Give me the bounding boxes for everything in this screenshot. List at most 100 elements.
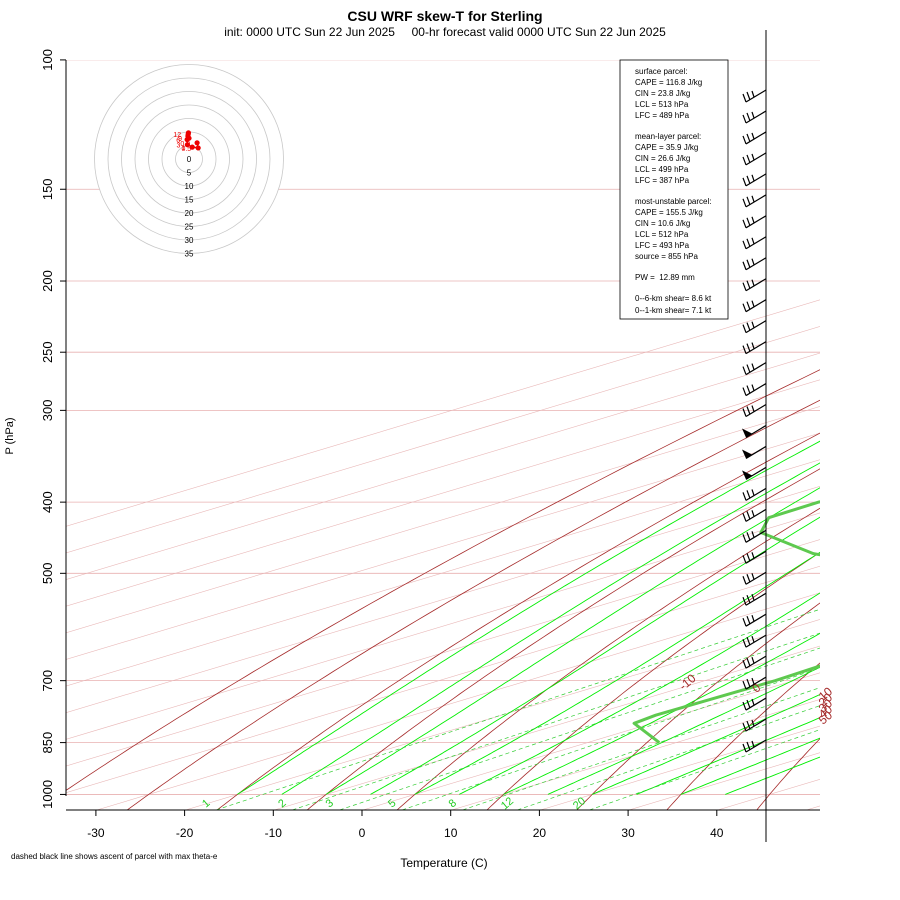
dry-adiabat-line bbox=[576, 602, 820, 810]
wind-barb bbox=[742, 299, 767, 313]
wind-barb bbox=[742, 676, 767, 690]
hodograph-point bbox=[184, 142, 190, 148]
mean-layer-heading: mean-layer parcel: bbox=[635, 132, 701, 141]
wind-barb bbox=[742, 215, 767, 229]
background-grid bbox=[66, 60, 900, 810]
moist-adiabat-line bbox=[281, 462, 820, 795]
y-tick-label: 850 bbox=[40, 732, 55, 754]
wind-barb bbox=[742, 362, 767, 376]
most-unstable-lcl: LCL = 512 hPa bbox=[635, 230, 689, 239]
moist-adiabat-line bbox=[503, 632, 820, 795]
wind-barb bbox=[742, 508, 767, 522]
wind-barb bbox=[742, 404, 767, 418]
surface-lcl: LCL = 513 hPa bbox=[635, 100, 689, 109]
x-tick-label: 0 bbox=[359, 826, 366, 840]
wind-barb bbox=[742, 257, 767, 271]
isotherm-line bbox=[362, 672, 820, 810]
dry-adiabat-line bbox=[666, 662, 820, 810]
shear-0-6km: 0--6-km shear= 8.6 kt bbox=[635, 294, 712, 303]
wind-barbs bbox=[742, 30, 767, 842]
moist-adiabat-line bbox=[414, 551, 820, 795]
mixing-ratio-label: 2 bbox=[276, 797, 288, 810]
isotherm-line bbox=[185, 619, 820, 810]
x-tick-label: -20 bbox=[176, 826, 194, 840]
isotherm-line bbox=[66, 459, 820, 687]
isotherm-line bbox=[66, 299, 820, 527]
wind-barb bbox=[742, 194, 767, 208]
y-tick-label: 1000 bbox=[40, 780, 55, 809]
surface-heading: surface parcel: bbox=[635, 67, 687, 76]
profile-lines bbox=[632, 500, 820, 744]
hodograph-ring-label: 10 bbox=[185, 182, 194, 191]
surface-cape: CAPE = 116.8 J/kg bbox=[635, 78, 702, 87]
y-tick-label: 250 bbox=[40, 341, 55, 363]
y-tick-label: 300 bbox=[40, 400, 55, 422]
isotherm-line bbox=[66, 512, 820, 740]
isotherm-line bbox=[66, 352, 820, 580]
most-unstable-cin: CIN = 10.6 J/kg bbox=[635, 219, 690, 228]
axes: 1 2 3 5 8 12 20-10 0 102030405010015020025030040… bbox=[40, 49, 835, 840]
y-tick-label: 100 bbox=[40, 49, 55, 71]
wind-barb bbox=[742, 571, 767, 585]
mixing-ratio-line bbox=[339, 647, 820, 810]
dry-adiabat-line bbox=[486, 551, 820, 810]
mixing-ratio-label: 1 bbox=[200, 797, 212, 810]
chart-subtitle: init: 0000 UTC Sun 22 Jun 2025 00-hr for… bbox=[224, 25, 666, 39]
wind-barb bbox=[742, 173, 767, 187]
most-unstable-source: source = 855 hPa bbox=[635, 252, 698, 261]
dry-adiabat-line bbox=[396, 507, 820, 810]
moist-adiabat-line bbox=[325, 487, 820, 795]
isotherm-line bbox=[895, 60, 900, 810]
y-axis-label: P (hPa) bbox=[4, 417, 16, 454]
isotherm-line bbox=[66, 406, 820, 634]
hodograph-ring bbox=[134, 104, 244, 214]
shear-0-1km: 0--1-km shear= 7.1 kt bbox=[635, 306, 712, 315]
wind-barb bbox=[742, 613, 767, 627]
most-unstable-cape: CAPE = 155.5 J/kg bbox=[635, 208, 703, 217]
x-tick-label: -30 bbox=[87, 826, 105, 840]
moist-adiabat-line bbox=[370, 516, 820, 795]
mixing-ratio-line bbox=[402, 667, 820, 810]
hodograph-ring bbox=[107, 77, 271, 241]
mixing-ratio-line bbox=[216, 608, 820, 810]
wind-barb bbox=[742, 152, 767, 166]
moist-adiabat-line bbox=[458, 592, 820, 795]
hodograph-ring-label: 0 bbox=[187, 155, 192, 164]
hodograph-ring-label: 20 bbox=[185, 209, 194, 218]
mean-layer-lfc: LFC = 387 hPa bbox=[635, 176, 690, 185]
isotherm-label: -10 bbox=[676, 671, 699, 693]
hodograph-point bbox=[189, 144, 195, 150]
wind-barb bbox=[742, 445, 767, 459]
mean-layer-lcl: LCL = 499 hPa bbox=[635, 165, 689, 174]
wind-barb bbox=[742, 634, 767, 648]
isotherm-line bbox=[66, 539, 820, 767]
hodograph-height-label: 6 bbox=[176, 138, 180, 145]
hodograph-height-label: 1 bbox=[181, 145, 185, 152]
y-tick-label: 500 bbox=[40, 562, 55, 584]
isotherm-line bbox=[66, 565, 820, 793]
x-tick-label: 10 bbox=[444, 826, 458, 840]
hodograph-ring bbox=[94, 64, 284, 254]
hodograph-height-label: 9 bbox=[178, 136, 182, 143]
info-box-frame bbox=[619, 59, 729, 320]
mean-layer-cin: CIN = 26.6 J/kg bbox=[635, 154, 690, 163]
moist-adiabat-line bbox=[636, 717, 820, 795]
dry-adiabat-line bbox=[306, 468, 820, 810]
hodograph-height-label: 0.5 bbox=[181, 146, 191, 153]
mixing-ratio-label: 3 bbox=[324, 797, 336, 810]
y-tick-label: 400 bbox=[40, 491, 55, 513]
x-tick-label: -10 bbox=[265, 826, 283, 840]
x-tick-label: 20 bbox=[533, 826, 547, 840]
hodograph-ring-label: 5 bbox=[187, 169, 192, 178]
surface-cin: CIN = 23.8 J/kg bbox=[635, 89, 690, 98]
hodograph-ring-label: 15 bbox=[185, 196, 194, 205]
wind-barb bbox=[742, 278, 767, 292]
wind-barb bbox=[742, 550, 767, 564]
x-axis-label: Temperature (C) bbox=[400, 856, 487, 870]
mixing-ratio-line bbox=[589, 729, 820, 810]
hodograph-ring-label: 35 bbox=[185, 250, 194, 259]
wind-barb bbox=[742, 697, 767, 711]
dry-adiabat-line bbox=[216, 432, 820, 810]
isotherm-line bbox=[66, 326, 820, 554]
mixing-ratio-line bbox=[462, 687, 820, 810]
